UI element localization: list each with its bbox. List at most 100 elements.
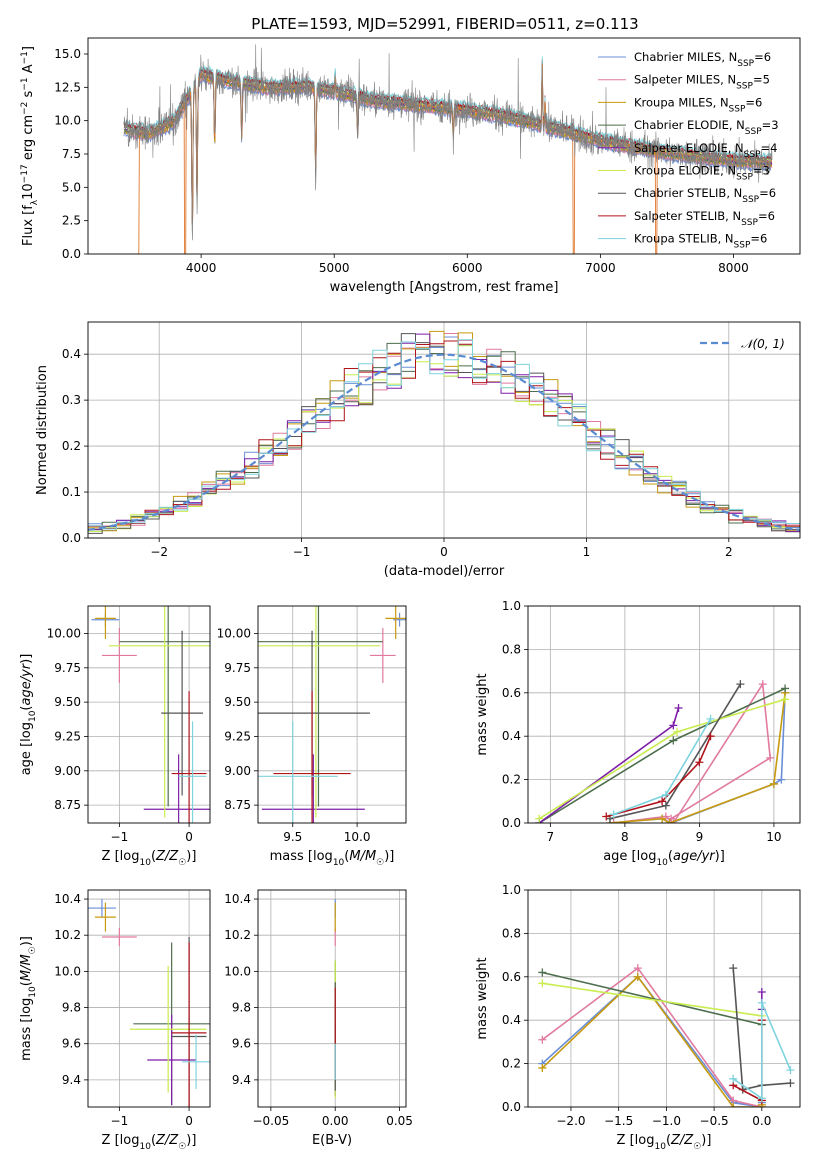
- x-tick-label: −1: [111, 1114, 129, 1128]
- label-part: =5: [753, 73, 770, 87]
- y-tick-label: 10.4: [54, 892, 81, 906]
- label-part: )]: [384, 849, 394, 864]
- legend-label: Chabrier ELODIE, NSSP=3: [634, 118, 779, 137]
- clipped-marks: [91, 606, 210, 823]
- y-tick-label: 0.0: [62, 531, 81, 545]
- y-tick-label: 9.8: [62, 1001, 81, 1015]
- label-part: =6: [750, 232, 767, 246]
- observed-spectrum-line: [123, 44, 773, 241]
- weight-marker: [757, 1094, 766, 1103]
- y-tick-label: 1.0: [502, 883, 521, 897]
- y-tick-label: 10.0: [54, 114, 81, 128]
- label-part: SSP: [742, 195, 759, 205]
- y-tick-label: 0.1: [62, 485, 81, 499]
- y-tick-label: 9.6: [62, 1037, 81, 1051]
- weight-marker: [602, 812, 611, 821]
- y-tick-label: 9.75: [54, 661, 81, 675]
- y-tick-label: 0.3: [62, 393, 81, 407]
- x-tick-label: 0: [185, 830, 193, 844]
- clipped-marks: [258, 606, 406, 823]
- label-part: (: [19, 706, 34, 711]
- histogram-steps: [88, 339, 800, 530]
- x-tick-label: 0: [440, 545, 448, 559]
- x-tick-label: −1: [111, 830, 129, 844]
- label-part: λ: [30, 199, 40, 205]
- weight-marker: [781, 695, 790, 704]
- label-part: −17: [20, 164, 30, 183]
- y-tick-label: 8.75: [224, 798, 251, 812]
- label-part: −1: [20, 51, 30, 64]
- label-part: Chabrier ELODIE, N: [634, 118, 745, 132]
- y-tick-label: 0.0: [62, 247, 81, 261]
- y-tick-label: 9.50: [54, 695, 81, 709]
- label-part: ☉: [693, 1142, 701, 1152]
- y-tick-label: 9.4: [232, 1073, 251, 1087]
- label-part: Z/Z: [155, 849, 179, 864]
- weight-marker: [673, 727, 682, 736]
- label-part: Z/Z: [155, 1133, 179, 1148]
- weight-line: [732, 1002, 792, 1100]
- x-axis-label: Z [log10(Z/Z☉)]: [617, 1133, 712, 1152]
- weight-marker: [661, 790, 670, 799]
- y-tick-label: 9.4: [62, 1073, 81, 1087]
- y-tick-label: 0.8: [502, 642, 521, 656]
- plot-area: [88, 606, 210, 823]
- legend-label: Kroupa ELODIE, NSSP=3: [634, 164, 770, 183]
- axes-frame: [87, 321, 801, 539]
- y-axis-label: mass weight: [475, 957, 490, 1039]
- axes-frame: [87, 605, 211, 824]
- y-tick-label: 0.6: [502, 970, 521, 984]
- label-part: A: [21, 64, 36, 77]
- label-part: SSP: [729, 104, 746, 114]
- label-part: age [log: [603, 849, 656, 864]
- weight-marker: [729, 964, 738, 973]
- clipped-marks: [88, 899, 210, 1107]
- weight-marker: [667, 814, 676, 823]
- label-part: 10: [333, 858, 345, 868]
- y-tick-label: 7.5: [62, 147, 81, 161]
- label-part: SSP: [741, 218, 758, 228]
- x-tick-label: 8000: [718, 261, 749, 275]
- weight-marker: [538, 979, 547, 988]
- label-part: Chabrier MILES, N: [634, 50, 737, 64]
- label-part: 10: [656, 858, 668, 868]
- weight-marker: [781, 684, 790, 693]
- y-tick-label: 0.0: [502, 1100, 521, 1114]
- clipped-marks: [88, 330, 800, 534]
- weight-marker: [669, 721, 678, 730]
- x-tick-label: 9.5: [283, 830, 302, 844]
- label-part: M/M: [19, 954, 34, 981]
- histogram-steps: [88, 333, 800, 534]
- y-tick-label: 8.75: [54, 798, 81, 812]
- y-tick-label: 12.5: [54, 80, 81, 94]
- weight-marker: [633, 972, 642, 981]
- weight-marker: [757, 987, 766, 996]
- x-tick-label: −2.0: [556, 1114, 585, 1128]
- weight-line: [542, 982, 762, 1017]
- label-part: 10: [28, 710, 38, 722]
- weight-marker: [609, 810, 618, 819]
- label-part: 10: [28, 986, 38, 998]
- x-axis-label: Z [log10(Z/Z☉)]: [102, 849, 197, 868]
- y-tick-label: 0.4: [62, 347, 81, 361]
- weight-marker: [757, 998, 766, 1007]
- legend-label: Kroupa MILES, NSSP=6: [634, 95, 762, 114]
- weight-line: [609, 692, 786, 823]
- legend-label: Salpeter ELODIE, NSSP=4: [634, 141, 777, 160]
- y-tick-label: 1.0: [502, 599, 521, 613]
- legend-label: Chabrier MILES, NSSP=6: [634, 50, 771, 69]
- weight-marker: [538, 968, 547, 977]
- label-part: 10: [139, 1142, 151, 1152]
- x-tick-label: −0.5: [700, 1114, 729, 1128]
- label-part: )]: [701, 1133, 711, 1148]
- weight-marker: [669, 736, 678, 745]
- y-tick-label: 0.8: [502, 926, 521, 940]
- label-part: erg cm: [21, 115, 36, 164]
- x-tick-label: −1.0: [652, 1114, 681, 1128]
- x-tick-label: 10.0: [344, 830, 371, 844]
- label-part: age/yr: [673, 849, 716, 864]
- weight-marker: [758, 680, 767, 689]
- label-part: )]: [19, 654, 34, 664]
- plot-area: [528, 890, 800, 1107]
